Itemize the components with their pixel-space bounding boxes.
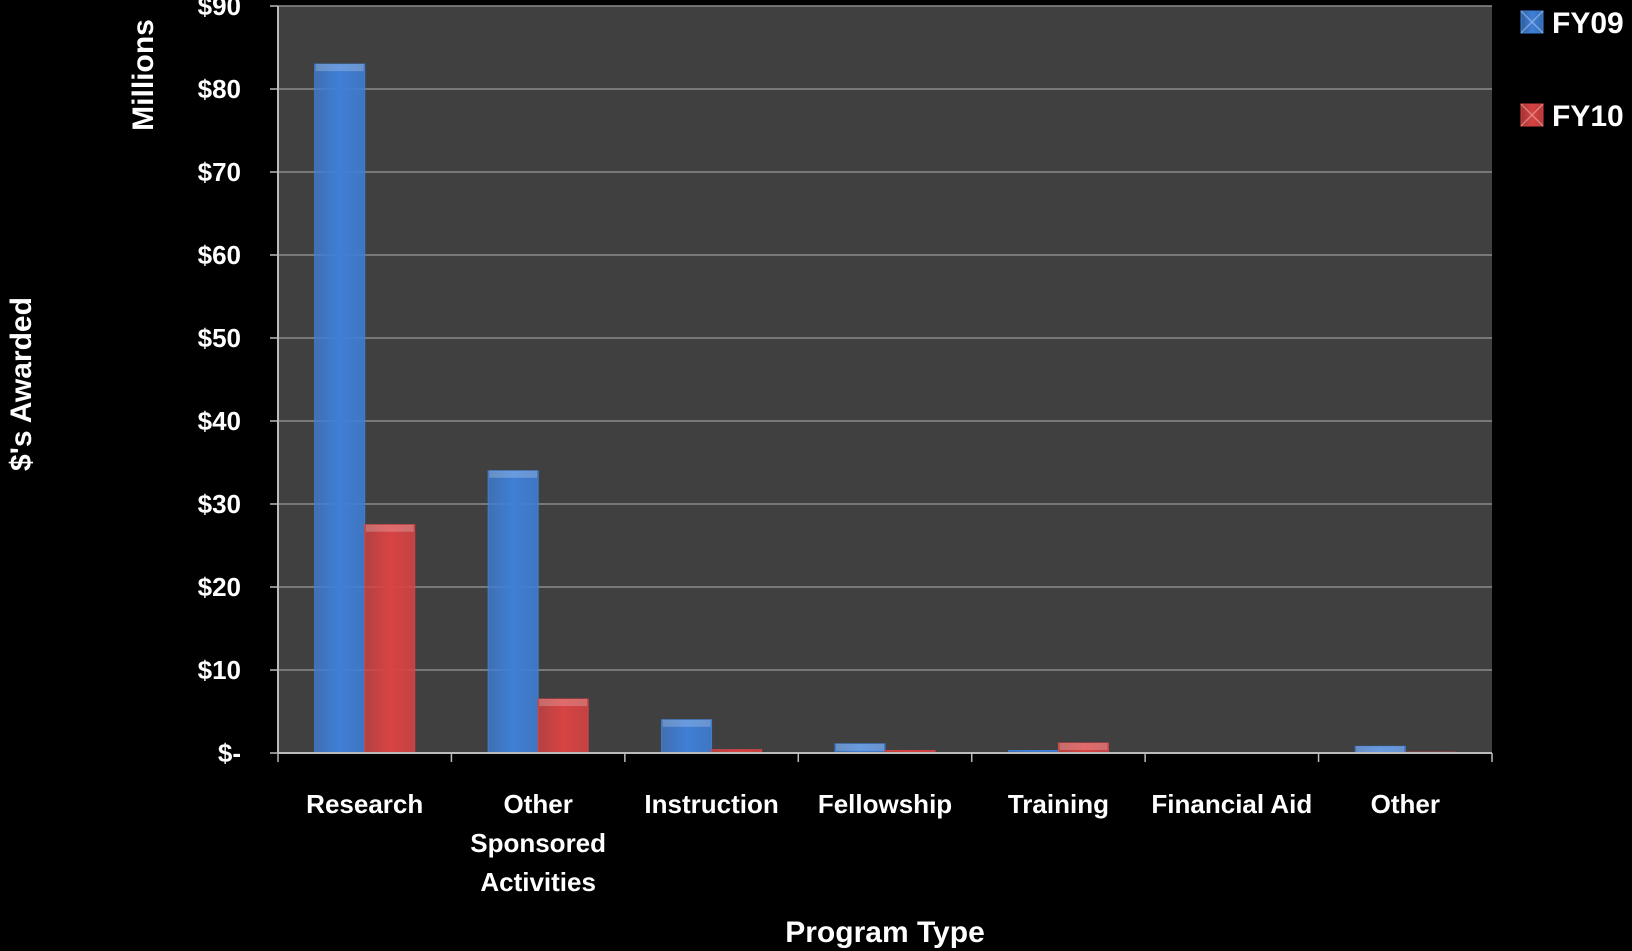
bar-fy10-1 — [537, 698, 589, 754]
bar-bevel — [489, 470, 538, 478]
bar-fy09-2 — [661, 719, 713, 754]
bar-bevel — [539, 699, 588, 707]
bar-bevel — [365, 524, 414, 532]
y-tick-label: $10 — [198, 655, 241, 685]
x-tick-label: Training — [1008, 789, 1109, 819]
x-axis-title: Program Type — [785, 916, 985, 949]
x-tick-label: Other — [1371, 789, 1440, 819]
y-tick-label: $40 — [198, 406, 241, 436]
bar-bevel — [1059, 743, 1108, 751]
bar-bevel — [315, 64, 364, 72]
y-tick-label: $70 — [198, 157, 241, 187]
bar-fy10-0 — [364, 524, 416, 754]
y-tick-labels: $- $10 $20 $30 $40 $50 $60 $70 $80 $90 — [198, 0, 241, 768]
gridlines — [270, 5, 1492, 754]
bar-fy09-0 — [314, 63, 366, 754]
y-tick-label: $20 — [198, 572, 241, 602]
legend: FY09 FY10 — [1520, 7, 1624, 133]
legend-swatch-bevel — [1520, 103, 1544, 127]
y-tick-label: $90 — [198, 0, 241, 21]
x-tick-label: Instruction — [644, 789, 778, 819]
y-axis-title: $'s Awarded — [5, 297, 38, 471]
y-tick-label: $60 — [198, 240, 241, 270]
y-tick-label: $- — [218, 738, 241, 768]
bars-group — [314, 63, 1456, 754]
axes-group — [277, 6, 1493, 762]
y-unit-label: Millions — [127, 19, 160, 131]
bar-bevel — [1356, 746, 1405, 753]
legend-label-fy09: FY09 — [1552, 7, 1624, 40]
legend-swatch-fy10 — [1520, 103, 1544, 127]
x-tick-label: Research — [306, 789, 423, 819]
legend-swatch-fy09 — [1520, 10, 1544, 34]
x-tick-label: Sponsored — [470, 828, 606, 858]
y-tick-label: $30 — [198, 489, 241, 519]
x-tick-label: Other — [503, 789, 572, 819]
legend-swatch-bevel — [1520, 10, 1544, 34]
bar-fy09-1 — [487, 470, 539, 754]
x-tick-label: Financial Aid — [1151, 789, 1312, 819]
legend-label-fy10: FY10 — [1552, 100, 1624, 133]
bar-bevel — [662, 719, 711, 727]
x-tick-label: Fellowship — [818, 789, 952, 819]
y-tick-label: $80 — [198, 74, 241, 104]
x-tick-label: Activities — [480, 867, 596, 897]
y-tick-label: $50 — [198, 323, 241, 353]
bar-bevel — [836, 743, 884, 751]
x-tick-labels: Research Other Sponsored Activities Instruct… — [306, 789, 1440, 897]
plot-area-background — [278, 6, 1492, 753]
